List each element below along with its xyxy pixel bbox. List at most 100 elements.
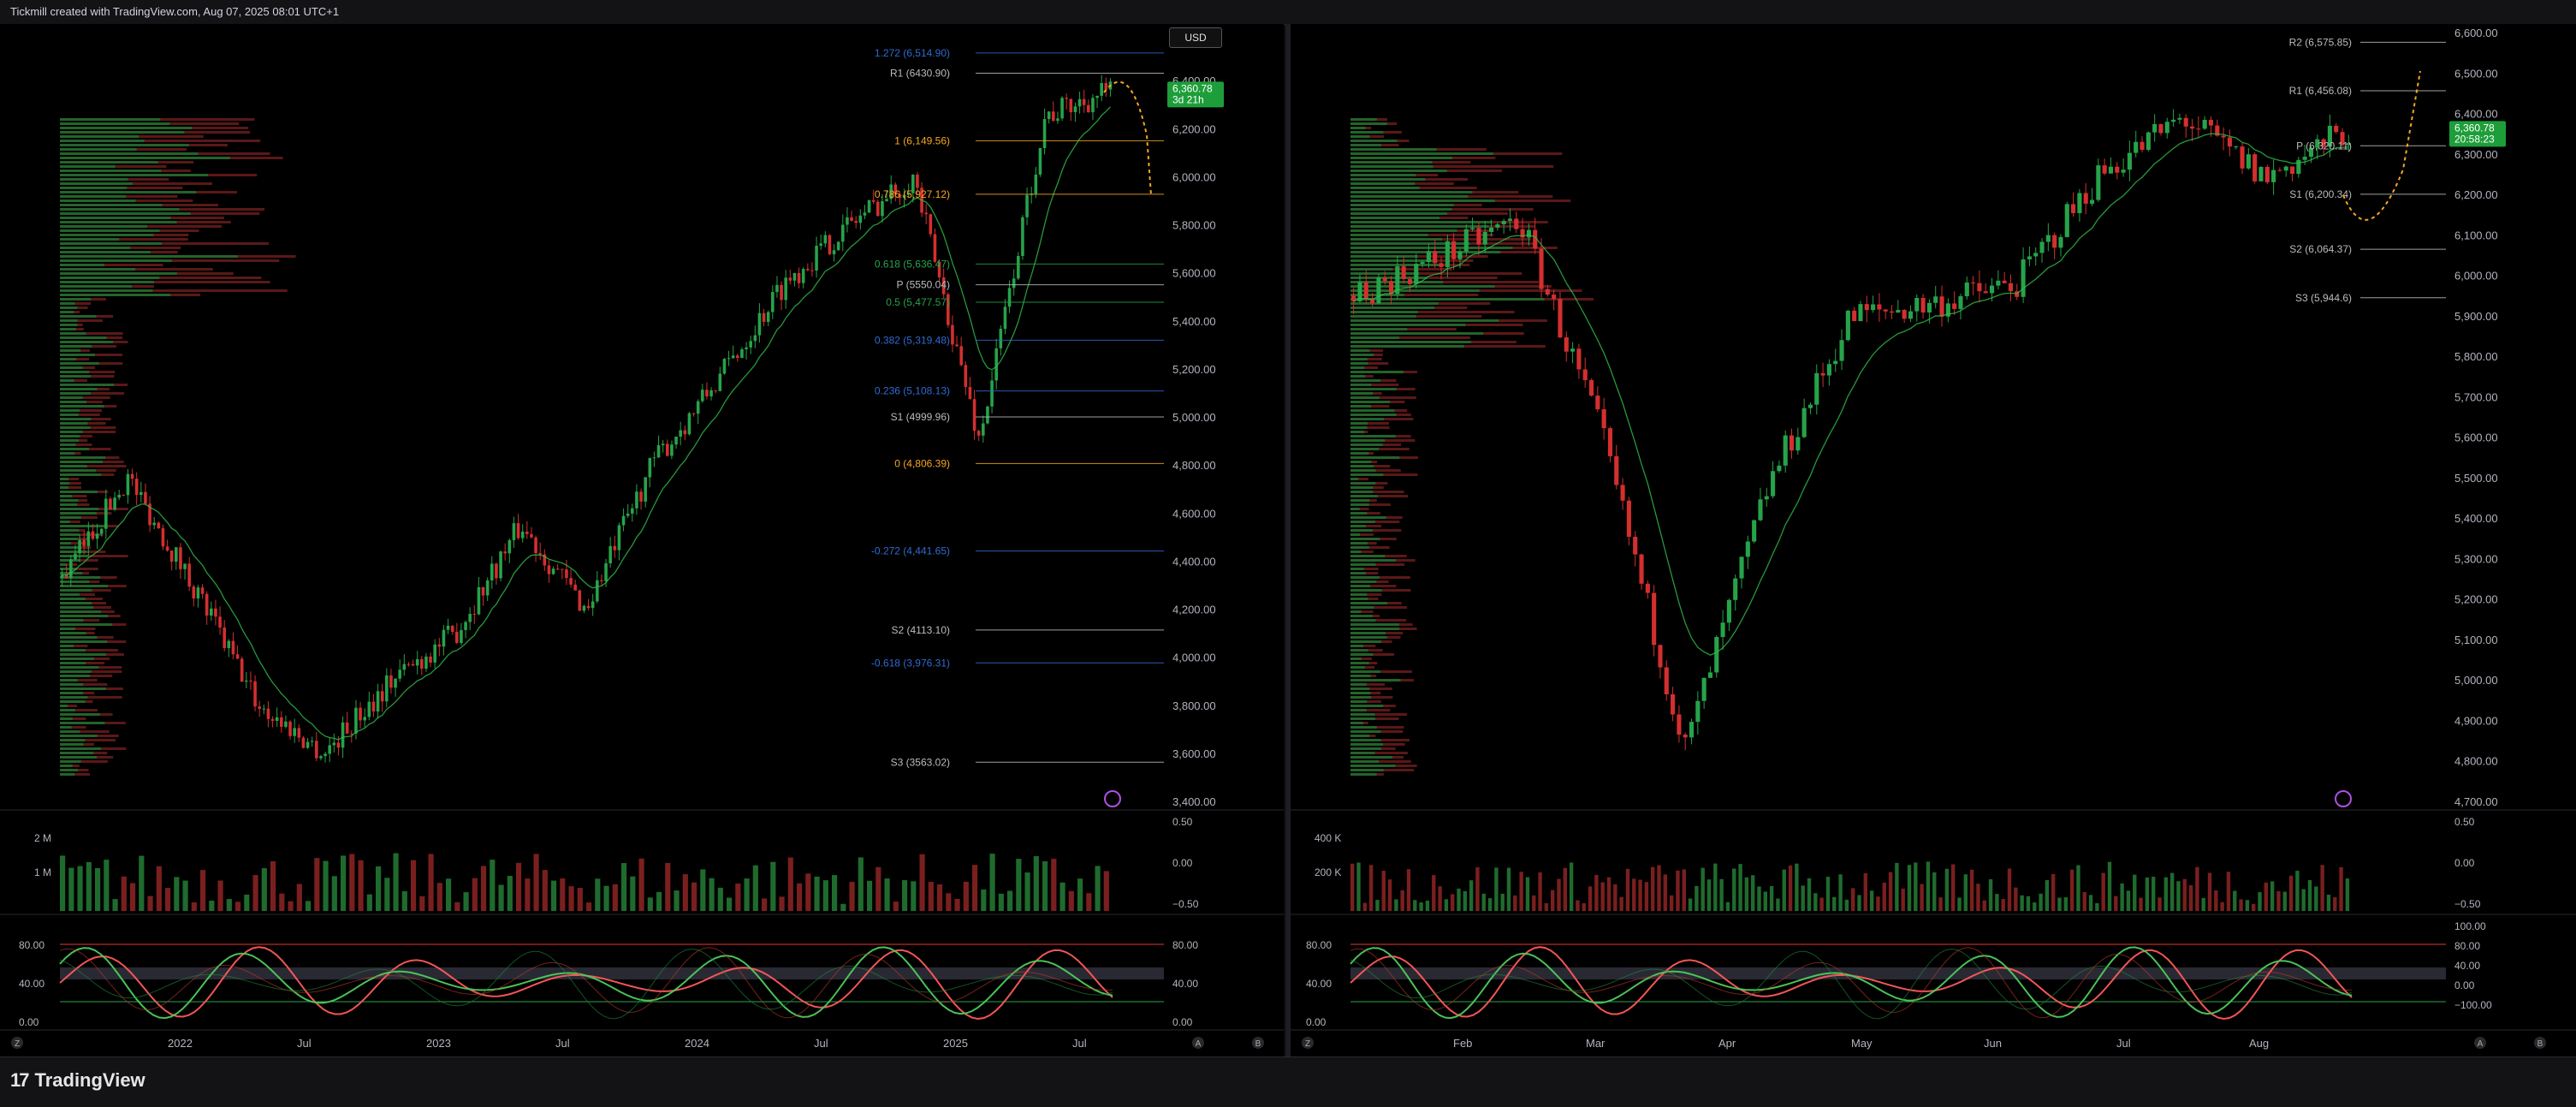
volume-profile-bar-sell — [60, 705, 78, 707]
candle-body — [1012, 278, 1016, 289]
price-axis-label: 5,000.00 — [1172, 411, 1216, 424]
volume-profile-bar-buy — [1350, 302, 1439, 305]
volume-profile-bar-buy — [1350, 229, 1457, 232]
candle-body — [757, 312, 762, 336]
volume-profile-bar-sell — [1350, 255, 1488, 258]
volume-profile-bar-buy — [60, 619, 84, 622]
candle-body — [1695, 700, 1701, 723]
candle-body — [2258, 166, 2264, 182]
volume-profile-bar-buy — [60, 645, 74, 647]
volume-profile-bar-buy — [60, 392, 92, 395]
volume-bar — [1500, 893, 1505, 911]
volume-profile-bar-sell — [60, 443, 92, 446]
volume-profile-bar-sell — [60, 563, 78, 566]
volume-bar — [981, 889, 987, 911]
candle-body — [604, 562, 608, 581]
volume-bar — [1033, 856, 1039, 911]
volume-bar — [349, 854, 355, 911]
volume-bar — [490, 860, 496, 911]
candle-body — [1871, 304, 1876, 311]
candle-body — [1439, 263, 1444, 267]
volume-profile-bar-sell — [60, 649, 118, 652]
candle-body — [1983, 291, 1988, 294]
volume-profile-bar-buy — [1350, 679, 1401, 681]
volume-profile-bar-buy — [1350, 234, 1428, 236]
corner-button-icon — [2534, 1037, 2546, 1049]
volume-profile-bar-buy — [1350, 533, 1361, 536]
volume-profile-bar-buy — [1350, 495, 1379, 497]
volume-profile-bar-buy — [1350, 700, 1368, 703]
candle-body — [929, 214, 933, 235]
volume-profile-bar-sell — [1350, 529, 1402, 532]
pane-divider[interactable] — [1285, 24, 1291, 1056]
candle-body — [631, 508, 634, 514]
right-chart[interactable]: 6,600.00 6,500.00 6,400.00 6,300.00 6,200.00… — [1291, 24, 2576, 1056]
volume-bar — [1788, 865, 1793, 911]
candle-body — [2302, 157, 2307, 160]
candle-body — [1989, 285, 1995, 294]
time-axis-label: Jul — [1072, 1037, 1087, 1050]
volume-profile-bar-buy — [60, 653, 106, 656]
level-label: 1 (6,149.56) — [894, 134, 950, 146]
volume-bar — [2214, 890, 2218, 911]
candle-body — [1095, 95, 1099, 98]
volume-axis-right-label: 0.00 — [2454, 857, 2475, 869]
candle-body — [345, 722, 349, 734]
volume-profile-bar-buy — [1350, 362, 1368, 365]
candle-body — [745, 347, 748, 349]
volume-profile-bar-buy — [1350, 195, 1469, 198]
volume-profile-bar-buy — [60, 435, 80, 437]
volume-bar — [1713, 863, 1718, 911]
time-axis-label: May — [1851, 1037, 1873, 1050]
volume-bar — [358, 860, 364, 911]
price-axis-label: 4,600.00 — [1172, 507, 1216, 520]
volume-profile-bar-buy — [60, 546, 80, 549]
candle-body — [1401, 266, 1406, 280]
volume-profile-bar-buy — [1350, 332, 1484, 335]
volume-profile-bar-buy — [1350, 628, 1400, 630]
volume-bar — [779, 896, 785, 911]
volume-bar — [2039, 893, 2043, 911]
left-chart[interactable]: 6,600.006,400.006,200.006,000.005,800.00… — [0, 24, 1284, 1056]
candle-body — [275, 717, 279, 721]
volume-bar — [1982, 900, 1986, 911]
volume-profile-bar-buy — [60, 551, 87, 553]
lightning-icon — [2335, 790, 2352, 807]
candle-body — [1926, 302, 1932, 312]
volume-profile-bar-sell — [60, 495, 87, 497]
tradingview-brand[interactable]: 17 TradingView — [10, 1069, 145, 1092]
volume-bar — [656, 891, 662, 911]
volume-bar — [2063, 897, 2069, 911]
candle-body — [1964, 282, 1969, 296]
volume-bar — [1825, 877, 1831, 911]
candle-body — [775, 284, 779, 293]
candle-body — [871, 199, 875, 202]
volume-profile-bar-buy — [1350, 255, 1418, 258]
candle-body — [2045, 235, 2051, 242]
volume-bar — [665, 862, 671, 911]
volume-bar — [174, 877, 180, 911]
volume-bar — [2201, 897, 2205, 911]
volume-bar — [911, 881, 917, 911]
volume-profile-bar-buy — [60, 482, 70, 485]
candle-body — [1789, 435, 1795, 451]
volume-bar — [1077, 878, 1083, 911]
candle-body — [2271, 170, 2276, 182]
volume-axis-right-label: −0.50 — [2454, 898, 2481, 910]
volume-profile-bar-buy — [60, 756, 98, 759]
volume-bar — [112, 899, 118, 911]
candle-body — [1100, 83, 1103, 96]
volume-bar — [603, 885, 609, 911]
currency-button[interactable]: USD — [1169, 27, 1222, 48]
volume-profile-bar-buy — [1350, 319, 1499, 322]
candle-body — [1764, 496, 1769, 500]
volume-bar — [1457, 888, 1461, 911]
candle-body — [1683, 735, 1688, 738]
volume-profile-bar-buy — [1350, 443, 1383, 446]
volume-bar — [331, 876, 337, 911]
candle-body — [1652, 592, 1657, 646]
candle-body — [2327, 125, 2332, 147]
volume-bar — [411, 860, 417, 911]
volume-bar — [1914, 862, 1918, 911]
volume-profile-bar-buy — [1350, 636, 1387, 639]
